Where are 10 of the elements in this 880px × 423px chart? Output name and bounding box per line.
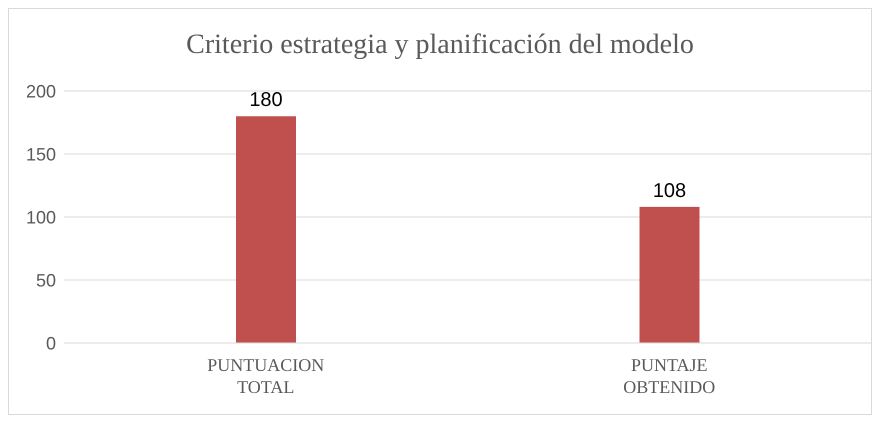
y-tick-label: 100 — [26, 207, 56, 228]
chart-title: Criterio estrategia y planificación del modelo — [185, 28, 695, 62]
data-label: 108 — [652, 180, 686, 202]
y-tick-label: 0 — [46, 333, 56, 354]
y-tick-label: 150 — [26, 144, 56, 164]
x-tick-label: PUNTAJE OBTENIDO — [623, 355, 716, 397]
data-label: 180 — [249, 89, 283, 112]
y-tick-label: 200 — [26, 81, 56, 102]
x-tick-label: PUNTUACION TOTAL — [207, 355, 324, 397]
y-tick-label: 50 — [36, 270, 56, 290]
